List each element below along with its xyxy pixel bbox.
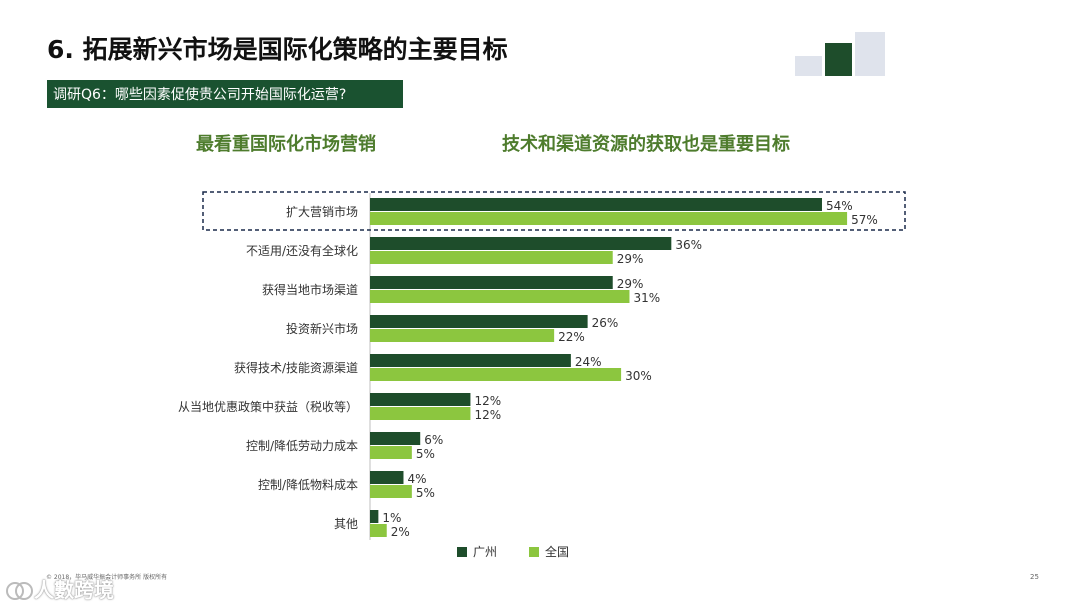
bar-guangzhou: [370, 276, 613, 289]
data-label: 2%: [391, 525, 410, 539]
data-label: 4%: [407, 472, 426, 486]
footer-copyright: © 2018，毕马威华振会计师事务所 版权所有: [46, 574, 168, 581]
category-label: 获得当地市场渠道: [262, 282, 358, 297]
bar-guangzhou: [370, 354, 571, 367]
category-label: 控制/降低劳动力成本: [246, 439, 358, 453]
bar-guangzhou: [370, 510, 379, 523]
category-label: 扩大营销市场: [286, 204, 358, 219]
data-label: 22%: [558, 330, 585, 344]
data-label: 5%: [416, 486, 435, 500]
bar-national: [370, 212, 848, 225]
bar-national: [370, 290, 630, 303]
data-label: 31%: [633, 291, 660, 305]
bar-national: [370, 524, 387, 537]
subtitle-left: 最看重国际化市场营销: [196, 134, 376, 155]
category-label: 获得技术/技能资源渠道: [234, 360, 358, 375]
data-label: 29%: [617, 277, 644, 291]
page-title: 6. 拓展新兴市场是国际化策略的主要目标: [47, 35, 508, 64]
data-label: 36%: [675, 238, 702, 252]
highlight-box: [202, 191, 906, 231]
bar-national: [370, 368, 622, 381]
bar-national: [370, 485, 412, 498]
data-label: 54%: [826, 199, 853, 213]
data-label: 12%: [474, 394, 501, 408]
brand-logo: [795, 30, 890, 76]
data-label: 5%: [416, 447, 435, 461]
data-label: 12%: [474, 408, 501, 422]
legend-label: 广州: [473, 545, 497, 559]
legend-swatch-national: [529, 547, 539, 557]
bar-guangzhou: [370, 393, 471, 406]
bar-guangzhou: [370, 471, 404, 484]
data-label: 57%: [851, 213, 878, 227]
bar-guangzhou: [370, 432, 421, 445]
category-label: 从当地优惠政策中获益（税收等）: [178, 399, 358, 414]
bar-national: [370, 251, 613, 264]
data-label: 30%: [625, 369, 652, 383]
bar-guangzhou: [370, 198, 822, 211]
watermark-text: 人數跨境: [34, 578, 114, 602]
subtitle-right: 技术和渠道资源的获取也是重要目标: [502, 134, 790, 155]
data-label: 1%: [382, 511, 401, 525]
bar-national: [370, 407, 471, 420]
category-label: 不适用/还没有全球化: [246, 243, 358, 258]
data-label: 6%: [424, 433, 443, 447]
bar-national: [370, 329, 555, 342]
category-label: 其他: [334, 517, 358, 531]
data-label: 29%: [617, 252, 644, 266]
category-label: 控制/降低物料成本: [258, 478, 358, 492]
bar-guangzhou: [370, 315, 588, 328]
legend-swatch-guangzhou: [457, 547, 467, 557]
question-banner: 调研Q6：哪些因素促使贵公司开始国际化运营?: [47, 80, 403, 108]
bar-national: [370, 446, 412, 459]
category-label: 投资新兴市场: [286, 321, 358, 336]
data-label: 26%: [592, 316, 619, 330]
watermark-logo-icon: [6, 579, 33, 600]
data-label: 24%: [575, 355, 602, 369]
legend-label: 全国: [545, 544, 569, 559]
bar-guangzhou: [370, 237, 672, 250]
watermark: 人數跨境: [6, 574, 114, 603]
page-number: 25: [1030, 573, 1039, 581]
